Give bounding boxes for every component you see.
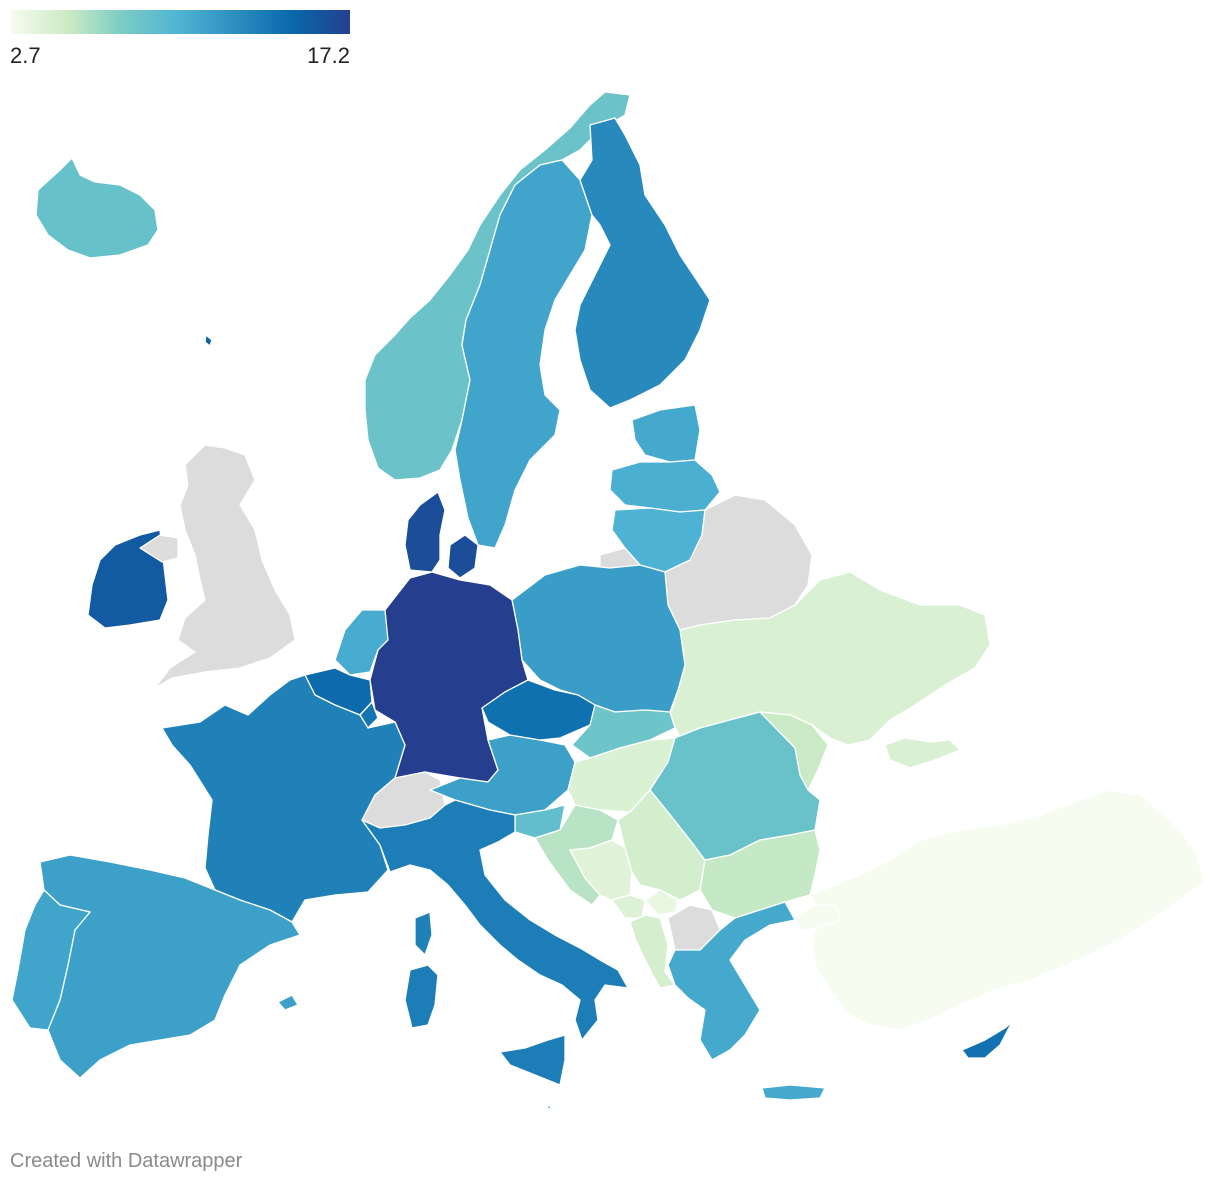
region-greece[interactable] <box>667 901 796 1061</box>
color-legend: 2.7 17.2 <box>10 10 350 69</box>
region-estonia[interactable] <box>631 404 701 463</box>
region-faroe[interactable] <box>204 334 213 347</box>
legend-max-label: 17.2 <box>307 43 350 68</box>
region-balearics[interactable] <box>277 994 299 1011</box>
region-northern-ireland[interactable] <box>139 534 179 563</box>
legend-min-label: 2.7 <box>10 43 41 68</box>
region-united-kingdom[interactable] <box>154 444 296 689</box>
legend-labels: 2.7 17.2 <box>10 39 350 69</box>
region-finland[interactable] <box>574 117 711 409</box>
region-turkey-thrace[interactable] <box>794 904 841 931</box>
region-corsica[interactable] <box>414 911 433 956</box>
legend-gradient-bar <box>10 10 350 34</box>
region-ireland[interactable] <box>87 529 169 629</box>
region-italy[interactable] <box>361 799 629 1041</box>
country-regions <box>11 91 1206 1111</box>
region-denmark[interactable] <box>404 491 446 573</box>
region-crimea[interactable] <box>884 737 961 769</box>
region-sweden[interactable] <box>454 159 593 549</box>
region-malta[interactable] <box>545 1105 552 1111</box>
region-bulgaria[interactable] <box>699 829 821 919</box>
region-portugal[interactable] <box>11 889 91 1031</box>
region-albania[interactable] <box>629 914 676 989</box>
region-crete[interactable] <box>761 1084 826 1101</box>
credit-text[interactable]: Created with Datawrapper <box>10 1150 243 1172</box>
region-netherlands[interactable] <box>334 609 389 676</box>
region-romania[interactable] <box>649 711 821 861</box>
region-poland[interactable] <box>511 564 686 713</box>
region-cyprus[interactable] <box>961 1021 1013 1059</box>
region-bosnia[interactable] <box>569 839 633 901</box>
region-turkey[interactable] <box>809 789 1206 1031</box>
region-montenegro[interactable] <box>611 894 646 919</box>
region-latvia[interactable] <box>609 459 721 513</box>
region-sicily[interactable] <box>499 1034 566 1086</box>
region-sardinia[interactable] <box>404 964 439 1029</box>
region-iceland[interactable] <box>35 157 159 259</box>
region-denmark-islands[interactable] <box>447 534 479 579</box>
region-norway[interactable] <box>364 91 631 481</box>
region-kosovo[interactable] <box>644 889 679 916</box>
